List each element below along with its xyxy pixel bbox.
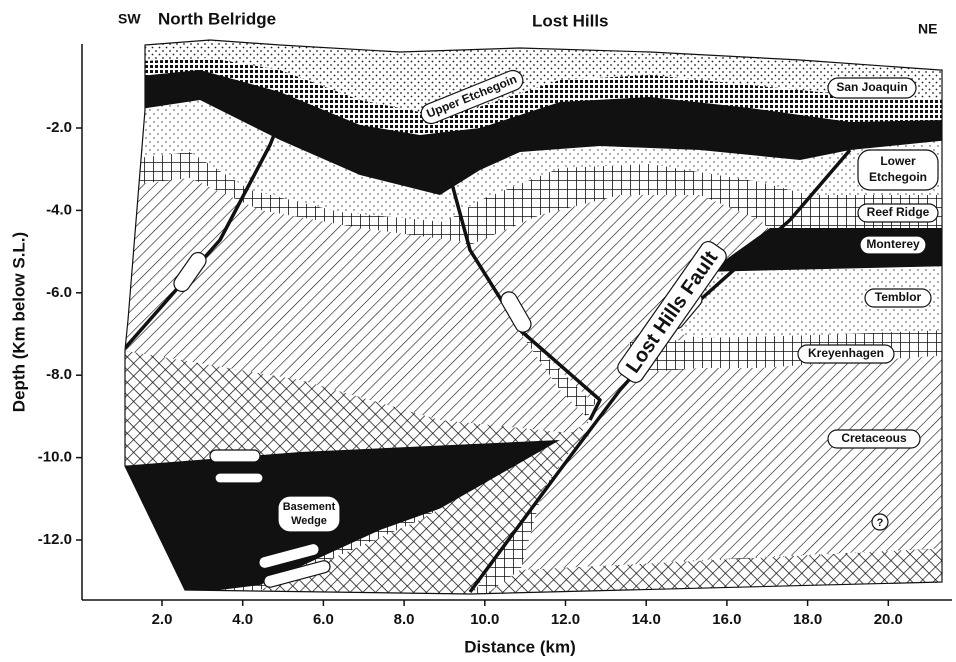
figure: 2.0 4.0 6.0 8.0 10.0 12.0 14.0 16.0 18.0 20.0 -2.0…	[0, 0, 956, 662]
location-label: North Belridge	[158, 9, 276, 28]
x-tick-label: 12.0	[551, 611, 580, 628]
direction-label: NE	[918, 21, 937, 37]
location-label: Lost Hills	[532, 11, 609, 30]
x-axis-label: Distance (km)	[464, 637, 575, 656]
unknown-label: ?	[877, 517, 884, 529]
unit-label: Wedge	[291, 515, 327, 527]
direction-label: SW	[118, 11, 141, 27]
x-tick-label: 18.0	[793, 611, 822, 628]
y-tick-label: -6.0	[46, 284, 72, 301]
x-tick-label: 4.0	[232, 611, 253, 628]
x-tick-label: 10.0	[470, 611, 499, 628]
cross-section	[120, 35, 950, 605]
unit-label: Cretaceous	[841, 431, 907, 445]
y-tick-label: -12.0	[38, 531, 72, 548]
unit-label: San Joaquin	[836, 80, 907, 94]
unit-label: Basement	[283, 501, 336, 513]
unit-label: Temblor	[875, 290, 922, 304]
x-tick-label: 20.0	[874, 611, 903, 628]
x-tick-label: 8.0	[394, 611, 415, 628]
y-tick-label: -8.0	[46, 366, 72, 383]
y-tick-label: -4.0	[46, 201, 72, 218]
y-axis-label: Depth (Km below S.L.)	[9, 232, 28, 412]
y-tick-label: -10.0	[38, 449, 72, 466]
x-tick-label: 14.0	[632, 611, 661, 628]
x-tick-label: 6.0	[313, 611, 334, 628]
unit-label: Reef Ridge	[867, 205, 930, 219]
unit-label: Lower	[880, 154, 916, 168]
x-tick-label: 2.0	[152, 611, 173, 628]
unit-label: Monterey	[866, 237, 920, 251]
unit-label: Kreyenhagen	[808, 346, 884, 360]
unit-label: Etchegoin	[869, 170, 927, 184]
y-tick-label: -2.0	[46, 119, 72, 136]
x-tick-label: 16.0	[712, 611, 741, 628]
